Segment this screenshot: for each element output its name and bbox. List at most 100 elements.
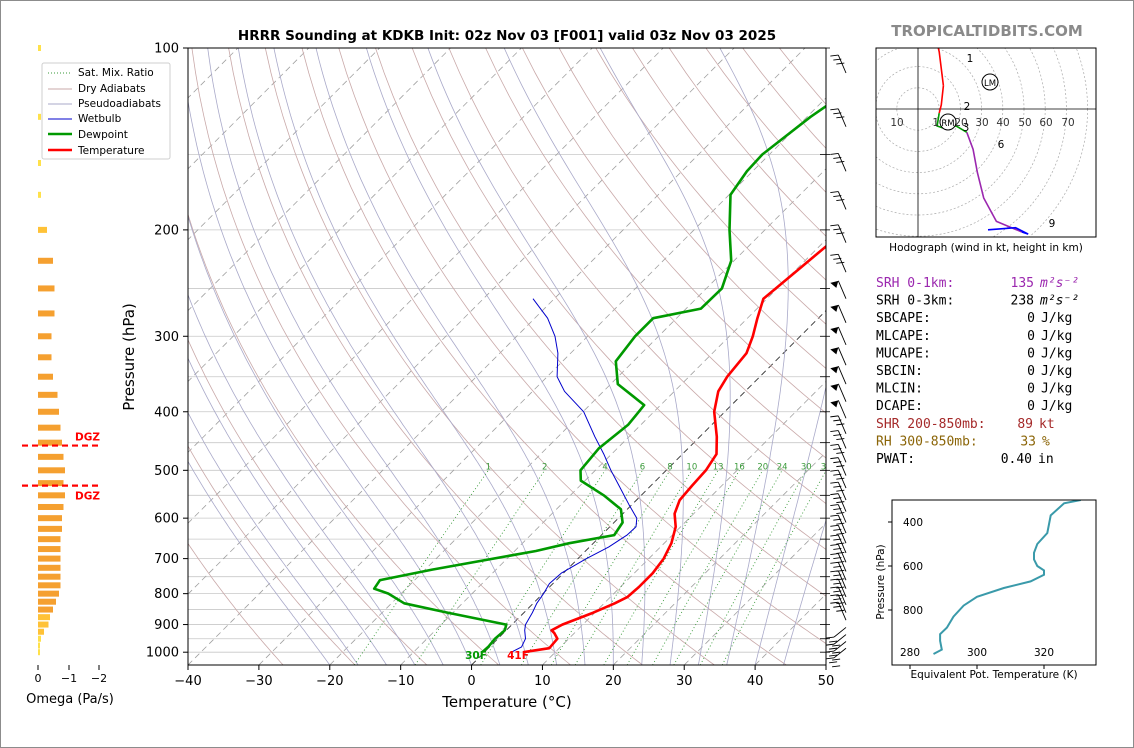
wind-barb-staff [837,304,847,323]
omega-bar [38,191,41,198]
x-tick-label: 10 [534,674,551,689]
wind-barb-staff [837,444,847,463]
skewt-plot-frame [187,47,827,666]
wind-barb-feather [830,253,839,256]
wind-barb-feather [830,514,839,517]
wind-barb-feather [833,508,842,511]
y-tick-label: 500 [154,464,179,479]
omega-bar [38,503,64,510]
dry-adiabat [595,48,826,325]
y-tick-label: 400 [154,405,179,420]
wind-barb-staff [837,366,847,385]
mixing-ratio-line [480,470,606,665]
mixing-ratio-label: 24 [777,462,788,472]
omega-bar [38,45,41,51]
x-tick-label: −30 [245,674,272,689]
mixing-ratio-line [521,470,643,665]
wind-barb-feather [830,570,839,573]
hodograph-panel: 10 10 20 30 40 50 60 70 LM RM 1 2 3 6 9 … [875,47,1097,254]
wind-barb-feather [833,434,842,436]
hodograph-height-label: 2 [964,101,971,113]
isotherm-line [683,522,826,665]
stat-label: RH 300-850mb: [876,434,978,449]
stat-value: 0 [1027,364,1035,379]
mixing-ratio-label: 30 [801,462,812,472]
legend-entry: Dry Adiabats [78,83,146,95]
surface-dewpoint-label: 30F [465,650,487,662]
omega-bar [38,649,40,656]
wind-barb-staff [837,553,847,572]
hodograph-ring-label: 50 [1018,117,1031,129]
omega-bar [38,564,61,571]
omega-bar [38,573,61,580]
wind-barb-pennant [830,347,839,355]
hodograph-ring-label: 30 [975,117,988,129]
omega-bar [38,257,53,264]
legend-entry: Sat. Mix. Ratio [78,67,154,79]
pseudoadiabat [188,357,387,665]
hodograph-segment [987,226,1029,235]
theta-e-tick-label: 600 [903,561,923,573]
isotherm-line [188,48,735,595]
y-tick-label: 700 [154,552,179,567]
wind-barb-staff [837,525,847,544]
wind-barb-feather [826,657,835,660]
omega-bar [38,606,53,613]
mixing-ratio-line [699,470,807,665]
mixing-ratio-line [652,470,764,665]
wind-barb-feather [836,116,845,119]
mixing-ratio-label: 1 [486,462,491,472]
wind-barbs [826,54,847,668]
dry-adiabat [448,48,826,505]
x-tick-label: −40 [174,674,201,689]
omega-bar [38,467,65,474]
pseudoadiabat [237,48,529,665]
pseudoadiabat [599,48,731,665]
wind-barb-feather [836,602,845,605]
legend-entry: Temperature [77,145,145,157]
y-tick-label: 600 [154,512,179,527]
omega-bar [38,525,62,532]
wind-barb-feather [833,557,842,559]
theta-e-tick-label: 800 [903,605,923,617]
pseudoadiabat [783,518,826,665]
stat-label: SRH 0-3km: [876,294,954,309]
pseudoadiabat [754,384,826,665]
stat-value: 238 [1011,294,1034,309]
wind-barb-staff [837,586,847,606]
isotherm-line [613,451,826,665]
omega-bar [38,590,59,597]
wind-barb-staff [837,400,847,419]
wind-barb-staff [833,641,847,652]
wind-barb-feather [836,423,845,426]
isotherm-line [258,97,826,665]
y-tick-label: 300 [154,330,179,345]
wind-barb-feather [833,528,842,531]
stat-unit: J/kg [1041,364,1072,379]
wind-barb-feather [836,542,845,545]
omega-bar [38,480,64,487]
skewt-plot: 1 2 4 6 8 10 13 16 20 24 30 36 −40 −30 −20 −10 0 10 20 30 4… [41,42,847,711]
stat-label: SBCAPE: [876,311,931,326]
stat-unit: m²s⁻² [1039,294,1079,309]
omega-bar [38,614,50,621]
mixing-ratio-label: 8 [667,462,672,472]
wind-barb-pennant [830,326,839,334]
wind-barb-staff [837,514,847,534]
x-tick-label: 40 [747,674,764,689]
wind-barb-feather [826,643,835,646]
omega-tick-label: −2 [91,672,107,685]
dry-adiabat [558,48,826,369]
dry-adiabat [188,445,356,665]
hodograph-height-label: 3 [963,122,970,134]
wind-barb-staff [833,634,847,645]
y-axis-label: Pressure (hPa) [120,303,138,411]
wind-barb-feather [830,443,839,446]
wind-barb-feather [830,553,839,555]
wind-barb-feather [836,594,845,597]
brand-logo: TROPICALTIDBITS.COM [891,22,1083,40]
wind-barb-staff [837,383,847,402]
theta-e-tick-label: 400 [903,517,923,529]
legend-entry: Dewpoint [78,129,128,141]
wind-barb-feather [829,647,838,650]
